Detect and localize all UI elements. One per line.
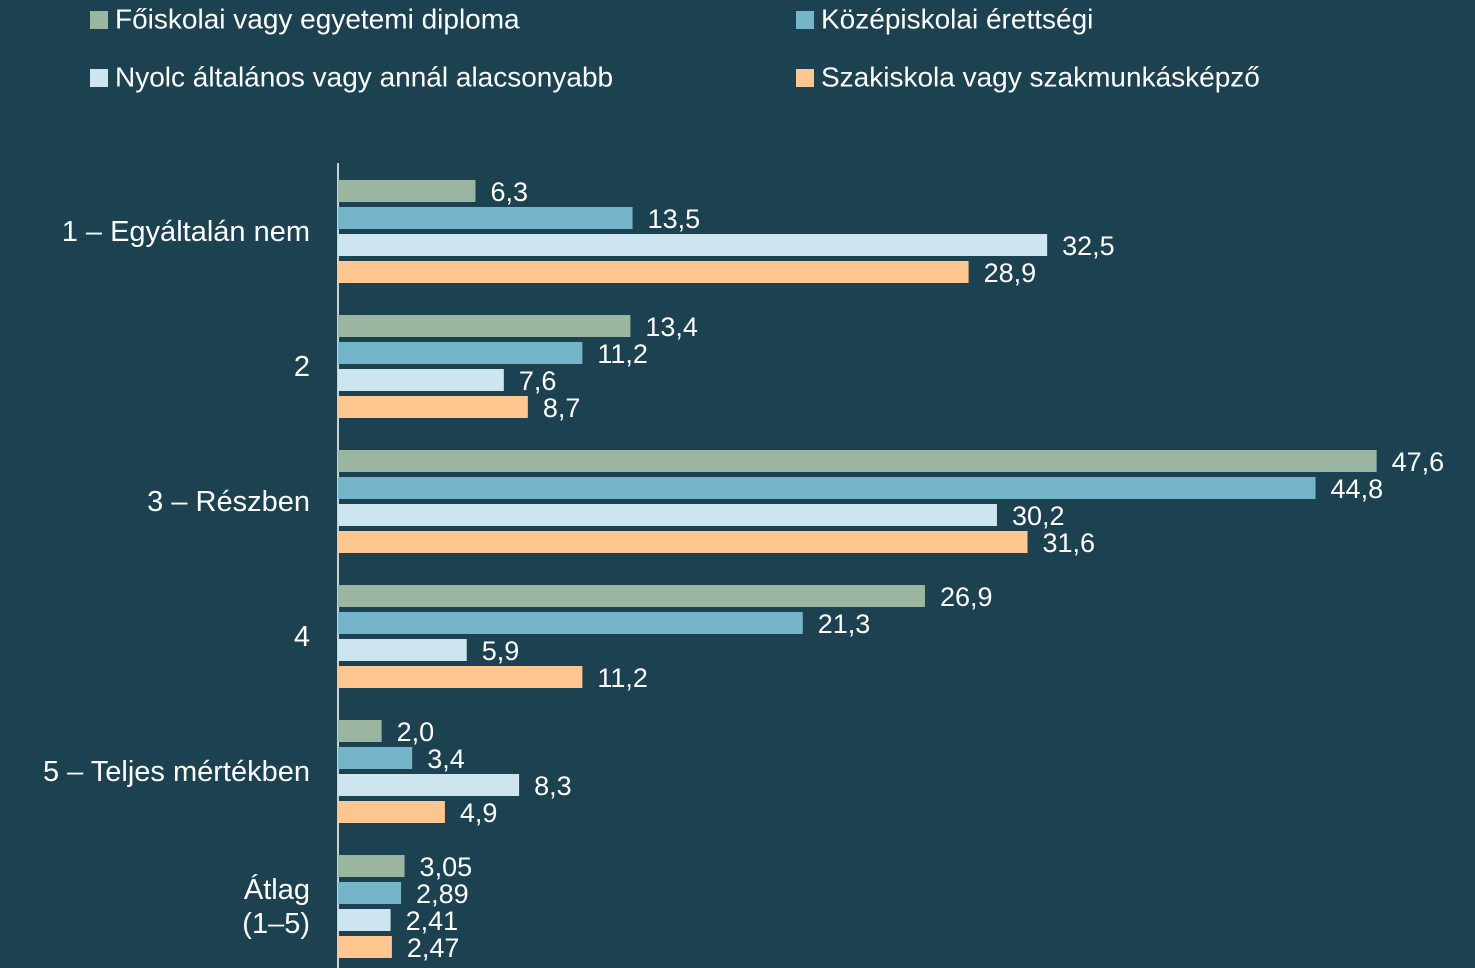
category-label: 4 <box>293 620 310 653</box>
bar <box>338 207 633 229</box>
bar <box>338 855 405 877</box>
bar <box>338 585 925 607</box>
value-label: 5,9 <box>482 636 520 666</box>
category-label: 2 <box>293 350 310 383</box>
legend-swatch <box>90 11 108 29</box>
value-label: 13,4 <box>645 312 698 342</box>
value-label: 2,0 <box>397 717 435 747</box>
value-label: 26,9 <box>940 582 993 612</box>
legend-swatch <box>796 11 814 29</box>
value-label: 3,4 <box>427 744 465 774</box>
value-label: 11,2 <box>597 663 648 693</box>
bar <box>338 369 504 391</box>
category-label: 5 – Teljes mértékben <box>42 755 310 788</box>
legend-swatch <box>90 69 108 87</box>
value-label: 2,41 <box>406 906 459 936</box>
category-label: 1 – Egyáltalán nem <box>61 215 310 248</box>
value-label: 2,47 <box>407 933 460 963</box>
bar <box>338 666 583 688</box>
category-label: 3 – Részben <box>147 485 310 518</box>
category-label: Átlag (1–5) <box>242 873 310 940</box>
bar <box>338 639 467 661</box>
value-label: 28,9 <box>984 258 1037 288</box>
value-label: 4,9 <box>460 798 498 828</box>
bar <box>338 342 583 364</box>
value-label: 32,5 <box>1062 231 1115 261</box>
legend-swatch <box>796 69 814 87</box>
value-label: 11,2 <box>597 339 648 369</box>
bar <box>338 261 969 283</box>
bar <box>338 720 382 742</box>
legend-label: Nyolc általános vagy annál alacsonyabb <box>115 61 613 92</box>
bar <box>338 774 520 796</box>
value-label: 7,6 <box>519 366 557 396</box>
value-label: 30,2 <box>1012 501 1065 531</box>
bar <box>338 747 413 769</box>
bar <box>338 504 997 526</box>
bar <box>338 234 1048 256</box>
bar <box>338 315 631 337</box>
legend-label: Szakiskola vagy szakmunkásképző <box>821 61 1260 92</box>
legend-label: Középiskolai érettségi <box>821 3 1093 34</box>
bar <box>338 531 1028 553</box>
value-label: 2,89 <box>416 879 469 909</box>
value-label: 8,3 <box>534 771 572 801</box>
bar <box>338 180 476 202</box>
bar <box>338 396 528 418</box>
value-label: 13,5 <box>648 204 701 234</box>
bar <box>338 909 391 931</box>
legend-label: Főiskolai vagy egyetemi diploma <box>115 3 520 34</box>
value-label: 6,3 <box>490 177 528 207</box>
value-label: 44,8 <box>1331 474 1384 504</box>
bar <box>338 612 803 634</box>
bar <box>338 477 1316 499</box>
value-label: 47,6 <box>1392 447 1445 477</box>
value-label: 8,7 <box>543 393 581 423</box>
bar <box>338 882 402 904</box>
value-label: 21,3 <box>818 609 871 639</box>
value-label: 31,6 <box>1043 528 1096 558</box>
bar <box>338 450 1377 472</box>
bar <box>338 936 392 958</box>
bar <box>338 801 445 823</box>
value-label: 3,05 <box>420 852 473 882</box>
